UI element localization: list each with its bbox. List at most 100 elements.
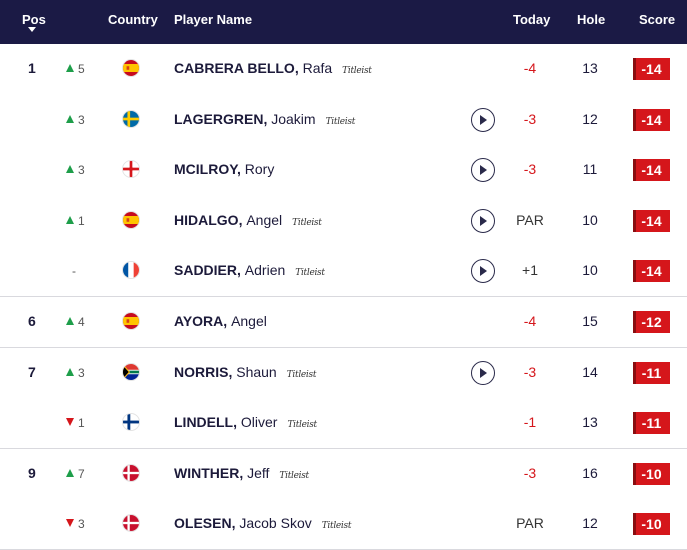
player-first-name[interactable]: Angel	[246, 211, 283, 228]
player-first-name[interactable]: Adrien	[244, 262, 286, 279]
total-score-badge: -12	[633, 310, 670, 333]
movement-up-icon	[66, 114, 74, 123]
play-video-icon[interactable]	[471, 107, 495, 132]
movement-up-icon	[66, 367, 74, 376]
movement-up-icon	[66, 165, 74, 174]
total-score-badge: -14	[633, 159, 670, 182]
movement-value: 7	[78, 466, 85, 481]
position-movement: 3	[66, 517, 85, 531]
country-flag-icon	[122, 463, 140, 482]
movement-down-icon	[66, 519, 74, 528]
player-first-name[interactable]: Jeff	[247, 464, 270, 481]
country-flag-icon	[122, 514, 140, 533]
play-video-icon[interactable]	[471, 208, 495, 233]
column-header-hole[interactable]: Hole	[577, 12, 606, 27]
position-movement: 1	[66, 214, 85, 228]
total-score-badge: -14	[633, 108, 670, 131]
column-header-today[interactable]: Today	[513, 12, 551, 27]
position-movement: 1	[66, 416, 85, 430]
hole-number: 10	[582, 211, 598, 228]
position: 6	[28, 312, 36, 329]
player-row[interactable]: 1 5 CABRERA BELLO, Rafa Titleist -4 13 -14	[0, 44, 687, 95]
sort-descending-icon[interactable]	[28, 27, 36, 32]
position-movement: 3	[66, 163, 85, 177]
position-movement: 3	[66, 113, 85, 127]
movement-down-icon	[66, 418, 74, 427]
player-last-name[interactable]: OLESEN	[174, 515, 232, 532]
player-first-name[interactable]: Jacob Skov	[239, 515, 312, 532]
player-first-name[interactable]: Rafa	[302, 60, 333, 76]
player-row[interactable]: 9 7 WINTHER, Jeff Titleist -3 16 -10	[0, 449, 687, 500]
player-last-name[interactable]: CABRERA BELLO	[174, 60, 295, 76]
player-name[interactable]: LAGERGREN, Joakim Titleist	[174, 110, 356, 127]
player-last-name[interactable]: LINDELL	[174, 414, 234, 431]
hole-number: 12	[582, 110, 598, 127]
column-header-pos[interactable]: Pos	[22, 12, 46, 27]
position-movement: 3	[66, 366, 85, 380]
total-score-badge: -14	[633, 260, 670, 283]
movement-up-icon	[66, 316, 74, 325]
column-header-score[interactable]: Score	[639, 12, 676, 27]
player-last-name[interactable]: MCILROY	[174, 161, 237, 178]
country-flag-icon	[122, 109, 140, 128]
player-name[interactable]: AYORA, Angel	[174, 312, 267, 329]
player-first-name[interactable]: Angel	[231, 312, 267, 329]
hole-number: 15	[582, 312, 598, 329]
titleist-logo: Titleist	[292, 217, 322, 228]
hole-number: 13	[582, 414, 598, 431]
player-last-name[interactable]: WINTHER	[174, 464, 240, 481]
column-header-player[interactable]: Player Name	[174, 12, 253, 27]
position-movement: 5	[66, 62, 85, 76]
titleist-logo: Titleist	[295, 268, 325, 279]
movement-value: 3	[78, 163, 85, 178]
player-row[interactable]: 1 LINDELL, Oliver Titleist -1 13 -11	[0, 398, 687, 449]
player-last-name[interactable]: AYORA	[174, 312, 224, 329]
today-score: -3	[523, 110, 537, 127]
player-name[interactable]: OLESEN, Jacob Skov Titleist	[174, 515, 352, 532]
play-video-icon[interactable]	[471, 158, 495, 183]
player-name[interactable]: CABRERA BELLO, Rafa Titleist	[174, 60, 372, 76]
player-row[interactable]: 7 3 NORRIS, Shaun Titleist -3 14 -11	[0, 348, 687, 399]
total-score-badge: -11	[633, 412, 670, 435]
today-score: PAR	[516, 211, 544, 228]
movement-up-icon	[66, 215, 74, 224]
player-name[interactable]: LINDELL, Oliver Titleist	[174, 414, 317, 431]
player-first-name[interactable]: Rory	[244, 161, 275, 178]
player-name[interactable]: SADDIER, Adrien Titleist	[174, 262, 325, 279]
titleist-logo: Titleist	[321, 521, 352, 532]
player-last-name[interactable]: HIDALGO	[174, 211, 239, 228]
player-last-name[interactable]: NORRIS	[174, 363, 229, 380]
player-name[interactable]: WINTHER, Jeff Titleist	[174, 464, 309, 481]
country-flag-icon	[122, 160, 140, 179]
player-first-name[interactable]: Shaun	[236, 363, 277, 380]
hole-number: 10	[582, 262, 598, 279]
hole-number: 16	[582, 464, 598, 481]
player-last-name[interactable]: LAGERGREN	[174, 110, 264, 127]
country-flag-icon	[122, 210, 140, 229]
player-first-name[interactable]: Joakim	[271, 110, 316, 127]
player-row[interactable]: 1 HIDALGO, Angel Titleist PAR 10 -14	[0, 196, 687, 247]
play-video-icon[interactable]	[471, 360, 495, 385]
player-name[interactable]: NORRIS, Shaun Titleist	[174, 363, 317, 380]
titleist-logo: Titleist	[279, 470, 309, 481]
movement-up-icon	[66, 64, 74, 72]
player-row[interactable]: 3 MCILROY, Rory -3 11 -14	[0, 145, 687, 196]
country-flag-icon	[122, 413, 140, 432]
player-last-name[interactable]: SADDIER	[174, 262, 238, 279]
player-first-name[interactable]: Oliver	[240, 414, 278, 431]
player-name[interactable]: HIDALGO, Angel Titleist	[174, 211, 322, 228]
player-name[interactable]: MCILROY, Rory	[174, 161, 275, 178]
player-row[interactable]: 6 4 AYORA, Angel -4 15 -12	[0, 297, 687, 348]
today-score: -4	[523, 312, 537, 329]
column-header-country[interactable]: Country	[108, 12, 158, 27]
player-row[interactable]: 3 OLESEN, Jacob Skov Titleist PAR 12 -10	[0, 499, 687, 550]
movement-value: 3	[78, 365, 85, 380]
position-movement: -	[72, 264, 76, 278]
player-row[interactable]: - SADDIER, Adrien Titleist +1 10 -14	[0, 246, 687, 297]
hole-number: 14	[582, 363, 598, 380]
player-row[interactable]: 3 LAGERGREN, Joakim Titleist -3 12 -14	[0, 95, 687, 146]
play-video-icon[interactable]	[471, 259, 495, 284]
titleist-logo: Titleist	[342, 66, 372, 76]
hole-number: 12	[582, 515, 598, 532]
today-score: -3	[523, 464, 537, 481]
